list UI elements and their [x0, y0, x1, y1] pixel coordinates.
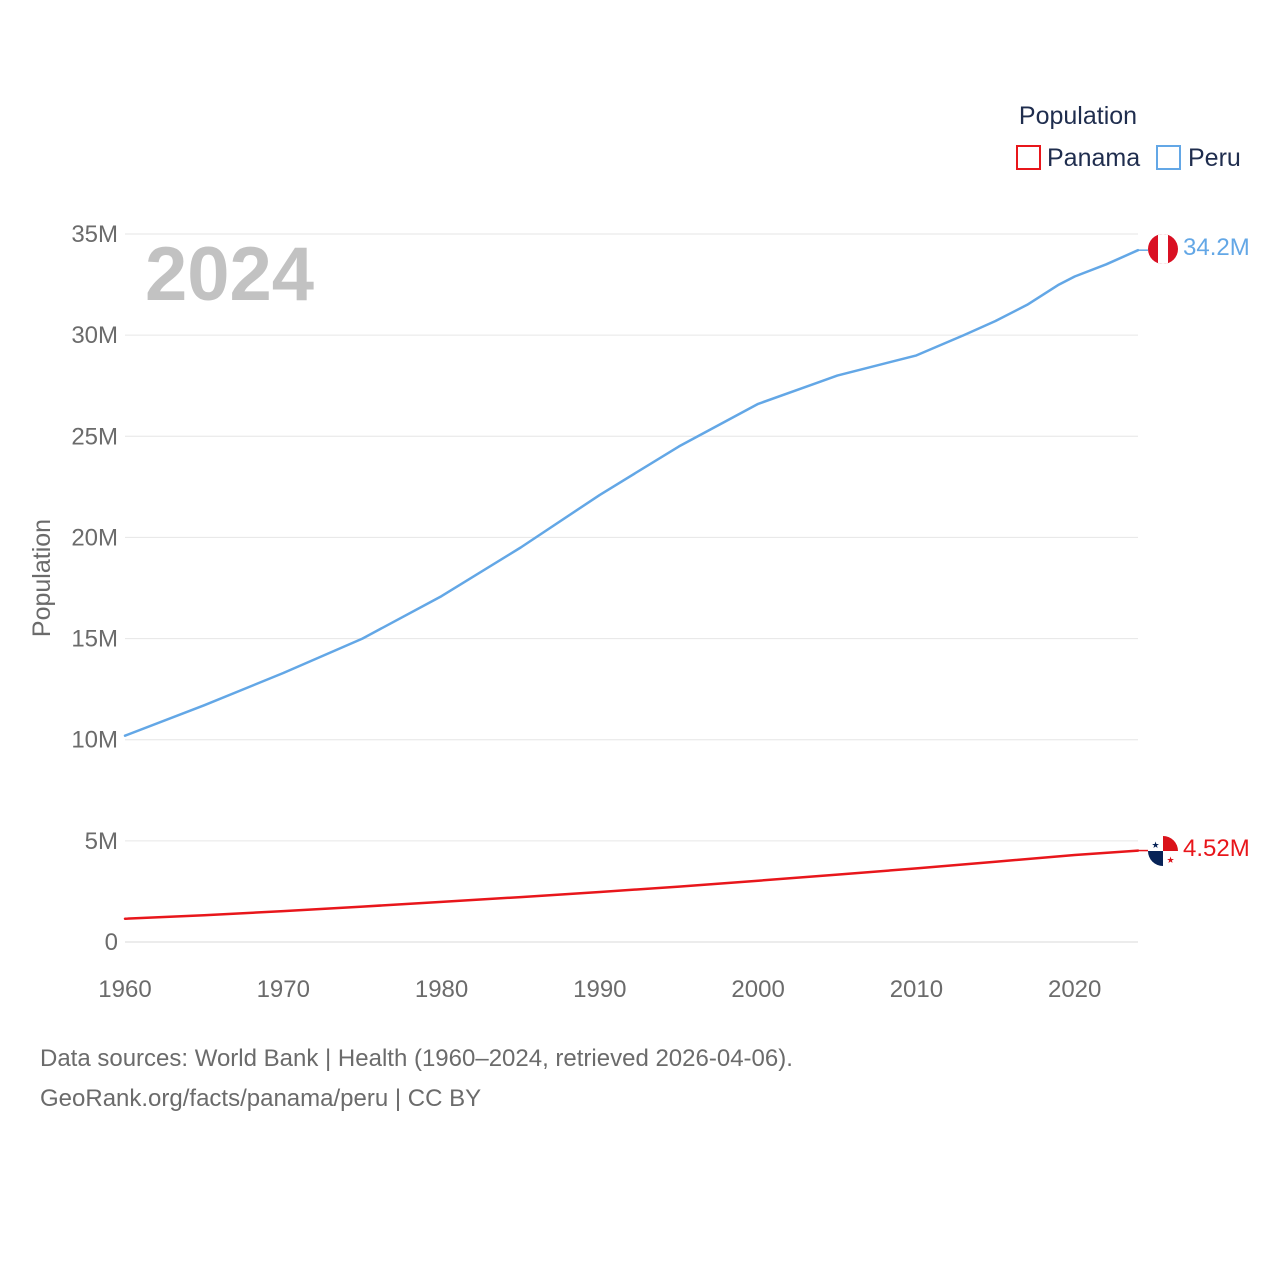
legend-title: Population	[1019, 102, 1137, 130]
x-tick-label: 2020	[1048, 976, 1101, 1003]
x-tick-label: 1990	[573, 976, 626, 1003]
y-tick-label: 15M	[71, 626, 118, 653]
series-lines	[123, 248, 1148, 920]
x-tick-label: 2010	[890, 976, 943, 1003]
y-tick-label: 30M	[71, 322, 118, 349]
y-tick-label: 20M	[71, 524, 118, 551]
series-line-panama[interactable]	[123, 849, 1140, 920]
x-tick-label: 2000	[731, 976, 784, 1003]
end-value-label-peru: 34.2M	[1183, 234, 1250, 261]
legend-label-panama[interactable]: Panama	[1047, 144, 1140, 172]
svg-text:★: ★	[1151, 840, 1159, 850]
y-tick-label: 10M	[71, 727, 118, 754]
x-axis-ticks: 1960 1970 1980 1990 2000 2010 2020	[98, 976, 1101, 1003]
series-line-peru[interactable]	[123, 248, 1140, 737]
data-source-note: Data sources: World Bank | Health (1960–…	[40, 1045, 793, 1072]
x-tick-label: 1980	[415, 976, 468, 1003]
y-axis-ticks: 0 5M 10M 15M 20M 25M 30M 35M	[71, 221, 118, 956]
attribution-link[interactable]: GeoRank.org/facts/panama/peru | CC BY	[40, 1085, 482, 1112]
current-year-label: 2024	[145, 232, 314, 317]
y-tick-label: 35M	[71, 221, 118, 248]
legend-swatch-panama[interactable]	[1016, 145, 1041, 170]
y-tick-label: 5M	[85, 828, 118, 855]
x-tick-label: 1970	[257, 976, 310, 1003]
y-tick-label: 0	[105, 929, 118, 956]
end-value-label-panama: 4.52M	[1183, 835, 1250, 862]
panama-flag-icon: ★ ★	[1148, 836, 1178, 866]
legend-label-peru[interactable]: Peru	[1188, 144, 1241, 172]
y-tick-label: 25M	[71, 423, 118, 450]
legend-swatch-peru[interactable]	[1156, 145, 1181, 170]
svg-text:★: ★	[1166, 855, 1174, 865]
x-tick-label: 1960	[98, 976, 151, 1003]
y-axis-title: Population	[28, 519, 56, 637]
peru-flag-icon	[1148, 234, 1178, 264]
gridlines	[125, 233, 1138, 943]
